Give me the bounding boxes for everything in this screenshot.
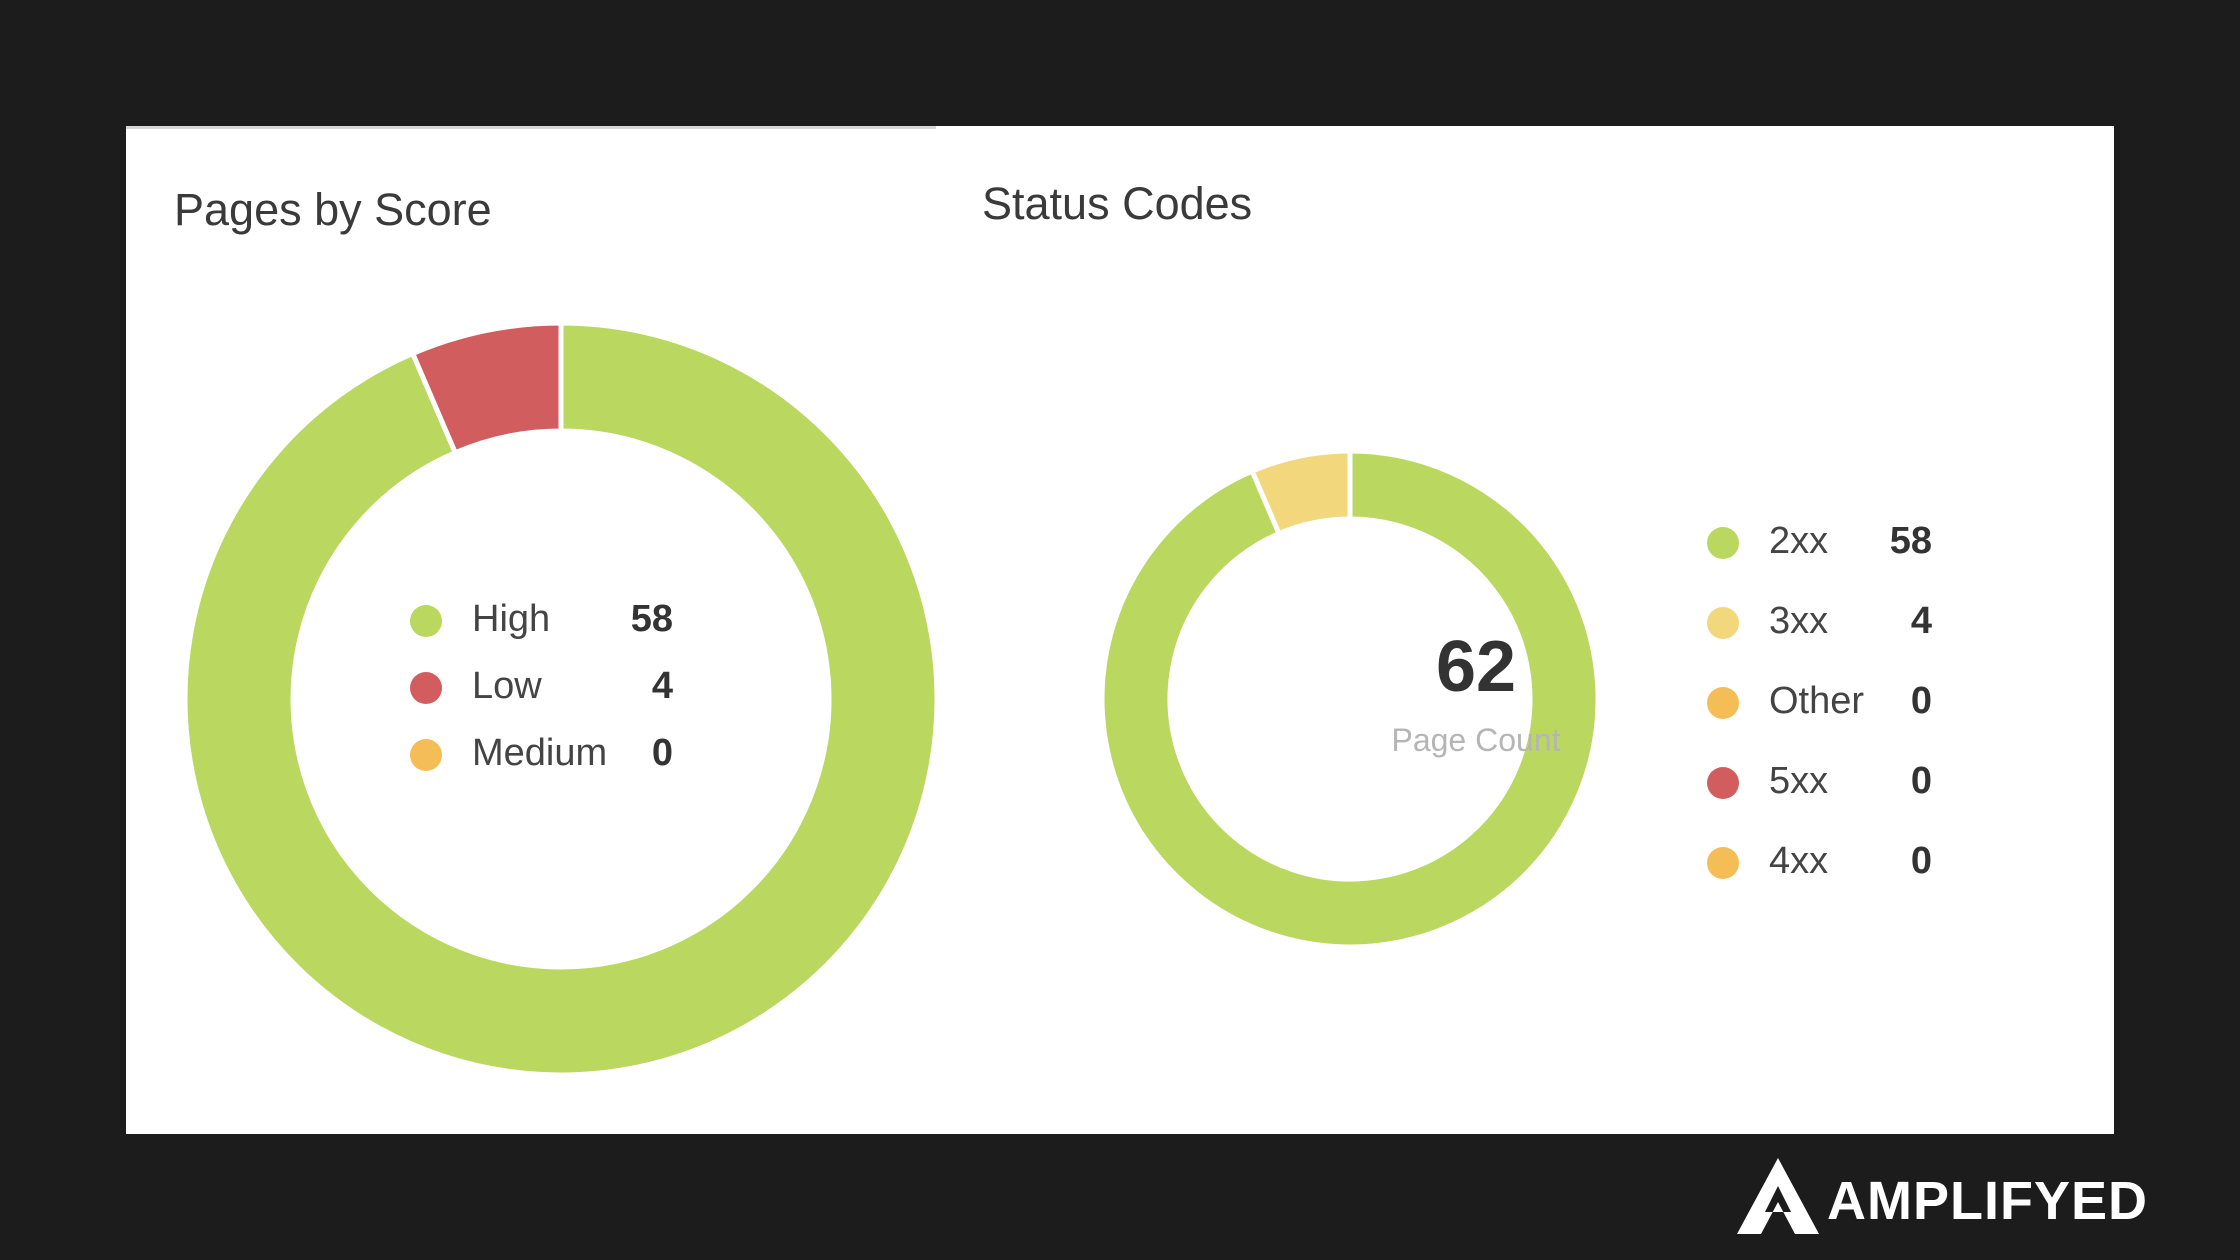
dashboard-card: Pages by Score Status Codes High 58 Low 4 Me… <box>126 126 2114 1134</box>
score-legend-dot-high <box>410 605 442 637</box>
triangle-logo-icon <box>1737 1158 1819 1234</box>
status-legend-dot-3xx <box>1707 607 1739 639</box>
score-legend-dot-low <box>410 672 442 704</box>
score-legend-label-medium: Medium <box>472 732 608 774</box>
score-slice-low[interactable] <box>409 320 564 457</box>
status-legend-dot-2xx <box>1707 527 1739 559</box>
status-codes-donut <box>1099 448 1601 950</box>
status-legend-dot-5xx <box>1707 767 1739 799</box>
score-legend-label-low: Low <box>472 665 542 707</box>
score-slice-high[interactable] <box>182 320 940 1078</box>
status-legend-label-2xx: 2xx <box>1769 520 1829 562</box>
status-legend-label-3xx: 3xx <box>1769 600 1829 642</box>
score-legend-dot-medium <box>410 739 442 771</box>
status-legend-value-5xx: 0 <box>1910 760 1932 802</box>
pages-by-score-title: Pages by Score <box>174 184 492 235</box>
status-slice-2xx[interactable] <box>1099 448 1601 950</box>
status-legend-value-4xx: 0 <box>1910 840 1932 882</box>
score-legend-value-high: 58 <box>630 598 673 640</box>
score-legend-value-low: 4 <box>651 665 673 707</box>
status-legend-label-5xx: 5xx <box>1769 760 1829 802</box>
page-count-value: 62 <box>1435 627 1517 707</box>
status-legend-value-2xx: 58 <box>1889 520 1932 562</box>
status-legend-label-other: Other <box>1769 680 1865 722</box>
status-legend-label-4xx: 4xx <box>1769 840 1829 882</box>
score-legend-label-high: High <box>472 598 551 640</box>
status-legend-value-3xx: 4 <box>1910 600 1932 642</box>
status-legend-dot-other <box>1707 687 1739 719</box>
pages-by-score-donut <box>182 320 940 1078</box>
status-legend-value-other: 0 <box>1910 680 1932 722</box>
page-count-label: Page Count <box>1391 722 1561 758</box>
score-legend-value-medium: 0 <box>651 732 673 774</box>
status-legend-dot-4xx <box>1707 847 1739 879</box>
status-slice-3xx[interactable] <box>1248 448 1353 537</box>
status-codes-title: Status Codes <box>982 178 1253 229</box>
brand-logo: AMPLIFYED <box>1735 1152 2147 1242</box>
card-top-divider <box>126 126 936 129</box>
brand-name: AMPLIFYED <box>1827 1171 2149 1231</box>
